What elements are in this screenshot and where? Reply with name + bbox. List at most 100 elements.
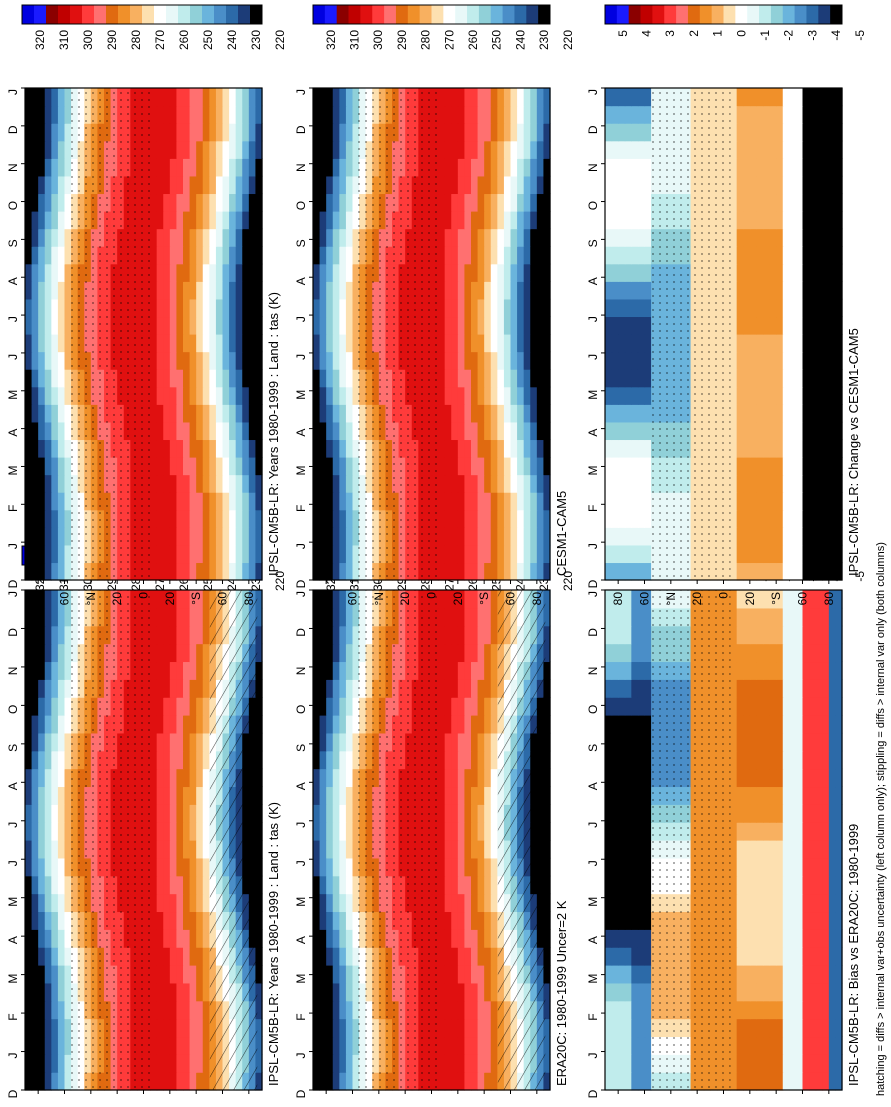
heatmap-cell xyxy=(618,1001,625,1019)
heatmap-cell xyxy=(497,439,504,457)
heatmap-cell xyxy=(170,661,177,679)
heatmap-cell xyxy=(803,894,810,912)
heatmap-cell xyxy=(170,176,177,194)
heatmap-cell xyxy=(478,422,485,440)
heatmap-cell xyxy=(176,106,183,124)
heatmap-cell xyxy=(150,947,157,965)
heatmap-cell xyxy=(32,733,39,751)
heatmap-cell xyxy=(464,590,471,608)
heatmap-cell xyxy=(458,876,465,894)
heatmap-cell xyxy=(464,626,471,644)
heatmap-cell xyxy=(339,527,346,545)
colorbar-swatch xyxy=(22,5,34,24)
heatmap-cell xyxy=(484,352,491,370)
heatmap-cell xyxy=(163,786,170,804)
heatmap-cell xyxy=(339,911,346,929)
heatmap-cell xyxy=(203,492,210,510)
month-tick-label: N xyxy=(6,667,20,676)
heatmap-cell xyxy=(638,947,645,965)
heatmap-cell xyxy=(743,697,750,715)
heatmap-cell xyxy=(803,608,810,626)
heatmap-cell xyxy=(229,422,236,440)
heatmap-cell xyxy=(51,1036,58,1054)
heatmap-cell xyxy=(236,299,243,317)
heatmap-cell xyxy=(638,644,645,662)
heatmap-cell xyxy=(249,369,256,387)
heatmap-cell xyxy=(313,562,320,580)
heatmap-cell xyxy=(339,475,346,493)
heatmap-cell xyxy=(458,1036,465,1054)
heatmap-cell xyxy=(339,1019,346,1037)
heatmap-cell xyxy=(196,1054,203,1072)
heatmap-cell xyxy=(150,176,157,194)
heatmap-cell xyxy=(196,457,203,475)
heatmap-cell xyxy=(157,858,164,876)
heatmap-cell xyxy=(157,965,164,983)
heatmap-cell xyxy=(150,983,157,1001)
heatmap-cell xyxy=(326,608,333,626)
heatmap-cell xyxy=(339,786,346,804)
heatmap-cell xyxy=(51,387,58,405)
heatmap-cell xyxy=(438,316,445,334)
heatmap-cell xyxy=(209,334,216,352)
heatmap-cell xyxy=(638,715,645,733)
heatmap-cell xyxy=(196,211,203,229)
heatmap-cell xyxy=(183,769,190,787)
heatmap-cell xyxy=(638,822,645,840)
heatmap-cell xyxy=(829,1054,836,1072)
heatmap-cell xyxy=(216,141,223,159)
heatmap-cell xyxy=(203,352,210,370)
heatmap-cell xyxy=(783,965,790,983)
heatmap-cell xyxy=(242,88,249,106)
heatmap-cell xyxy=(517,387,524,405)
heatmap-cell xyxy=(346,334,353,352)
heatmap-cell xyxy=(190,840,197,858)
heatmap-cell xyxy=(25,679,32,697)
heatmap-cell xyxy=(223,404,230,422)
heatmap-cell xyxy=(484,475,491,493)
heatmap-cell xyxy=(51,211,58,229)
heatmap-cell xyxy=(216,88,223,106)
heatmap-cell xyxy=(157,751,164,769)
heatmap-cell xyxy=(625,697,632,715)
heatmap-cell xyxy=(38,608,45,626)
heatmap-cell xyxy=(51,106,58,124)
heatmap-cell xyxy=(445,439,452,457)
heatmap-cell xyxy=(458,352,465,370)
heatmap-cell xyxy=(333,299,340,317)
heatmap-cell xyxy=(25,947,32,965)
heatmap-cell xyxy=(203,141,210,159)
heatmap-cell xyxy=(236,88,243,106)
heatmap-cell xyxy=(190,983,197,1001)
heatmap-cell xyxy=(445,876,452,894)
heatmap-cell xyxy=(150,229,157,247)
heatmap-cell xyxy=(438,679,445,697)
heatmap-cell xyxy=(209,123,216,141)
heatmap-cell xyxy=(471,911,478,929)
heatmap-cell xyxy=(45,316,52,334)
heatmap-cell xyxy=(618,733,625,751)
heatmap-cell xyxy=(326,404,333,422)
heatmap-cell xyxy=(743,751,750,769)
heatmap-cell xyxy=(346,299,353,317)
heatmap-cell xyxy=(170,158,177,176)
heatmap-cell xyxy=(796,1036,803,1054)
heatmap-cell xyxy=(150,510,157,528)
heatmap-cell xyxy=(730,769,737,787)
heatmap-cell xyxy=(176,608,183,626)
heatmap-cell xyxy=(445,911,452,929)
heatmap-cell xyxy=(809,947,816,965)
heatmap-cell xyxy=(150,894,157,912)
heatmap-cell xyxy=(58,439,65,457)
heatmap-cell xyxy=(464,387,471,405)
heatmap-cell xyxy=(326,352,333,370)
heatmap-cell xyxy=(638,1036,645,1054)
heatmap-cell xyxy=(183,715,190,733)
heatmap-cell xyxy=(38,264,45,282)
heatmap-cell xyxy=(176,475,183,493)
heatmap-cell xyxy=(170,88,177,106)
heatmap-cell xyxy=(150,661,157,679)
heatmap-cell xyxy=(638,1001,645,1019)
heatmap-cell xyxy=(176,422,183,440)
